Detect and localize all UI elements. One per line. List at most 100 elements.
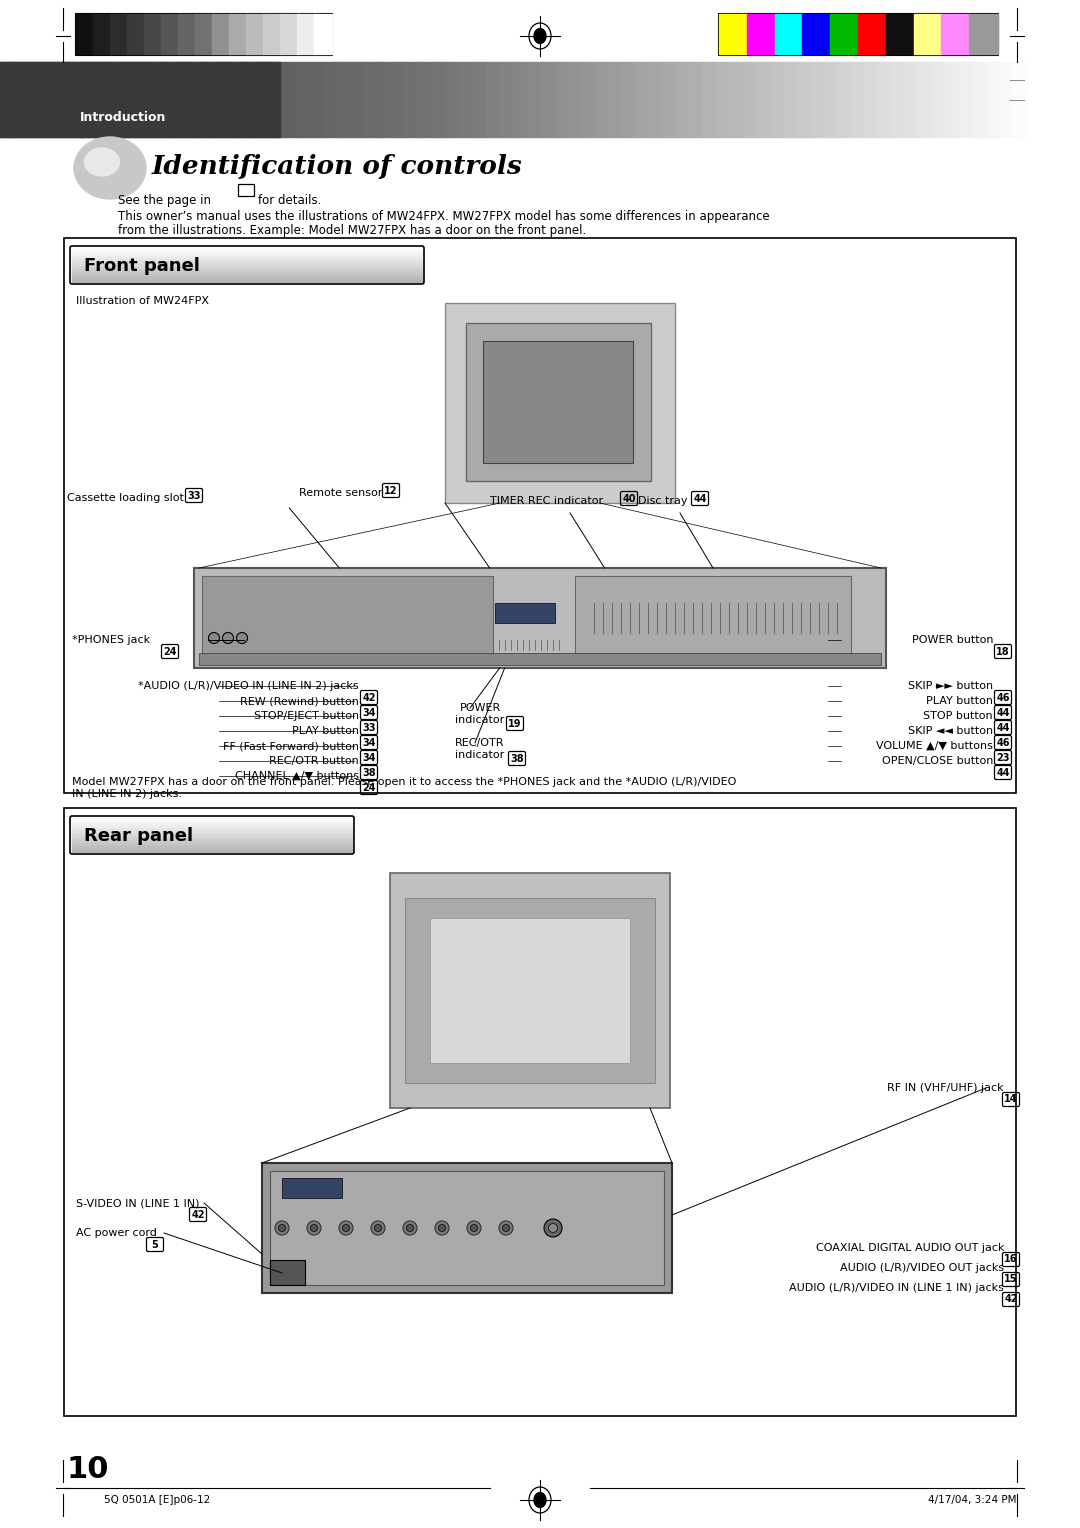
Text: STOP button: STOP button (923, 711, 993, 721)
Text: Rear panel: Rear panel (84, 827, 193, 845)
Text: for details.: for details. (258, 194, 322, 206)
Text: AUDIO (L/R)/VIDEO OUT jacks: AUDIO (L/R)/VIDEO OUT jacks (840, 1264, 1004, 1273)
Bar (270, 1261, 305, 1285)
Ellipse shape (307, 1221, 321, 1235)
Bar (72, 850, 352, 853)
Text: *AUDIO (L/R)/VIDEO IN (LINE IN 2) jacks: *AUDIO (L/R)/VIDEO IN (LINE IN 2) jacks (138, 681, 359, 691)
Text: 14: 14 (1004, 1094, 1017, 1105)
Text: AUDIO (L/R)/VIDEO IN (LINE 1 IN) jacks: AUDIO (L/R)/VIDEO IN (LINE 1 IN) jacks (789, 1284, 1004, 1293)
Ellipse shape (208, 633, 219, 643)
Bar (243, 63, 257, 138)
Bar (72, 280, 422, 283)
Ellipse shape (342, 1224, 350, 1232)
Bar (810, 63, 824, 138)
Bar (144, 14, 162, 53)
Bar (575, 576, 851, 660)
Ellipse shape (375, 1224, 381, 1232)
Bar (199, 652, 881, 665)
Bar (886, 14, 914, 53)
Bar (284, 63, 298, 138)
Bar (969, 14, 998, 53)
Bar (108, 63, 122, 138)
Bar (229, 14, 246, 53)
Text: IN (LINE IN 2) jacks.: IN (LINE IN 2) jacks. (72, 788, 183, 799)
Text: POWER button: POWER button (912, 636, 993, 645)
Bar (72, 840, 352, 843)
Text: *PHONES jack: *PHONES jack (72, 636, 150, 645)
Bar (72, 258, 422, 261)
Bar (72, 264, 422, 267)
Bar (891, 63, 905, 138)
Text: indicator: indicator (456, 750, 504, 759)
Text: Model MW27FPX has a door on the front panel. Please open it to access the *PHONE: Model MW27FPX has a door on the front pa… (72, 778, 737, 787)
Bar (72, 825, 352, 828)
Text: See the page in: See the page in (118, 194, 211, 206)
Bar (465, 322, 651, 481)
Ellipse shape (435, 1221, 449, 1235)
Bar (176, 63, 190, 138)
Ellipse shape (502, 1224, 510, 1232)
Text: 24: 24 (163, 646, 177, 657)
Text: indicator: indicator (456, 715, 504, 724)
Bar (851, 63, 865, 138)
Text: REC/OTR: REC/OTR (456, 738, 504, 749)
Ellipse shape (471, 1224, 477, 1232)
Ellipse shape (406, 1224, 414, 1232)
Bar (430, 918, 630, 1063)
Text: 44: 44 (996, 767, 1010, 778)
Bar (365, 63, 379, 138)
Text: 34: 34 (362, 752, 376, 762)
Ellipse shape (534, 29, 546, 43)
Bar (297, 63, 311, 138)
Bar (297, 14, 314, 53)
Ellipse shape (549, 1224, 557, 1233)
Text: CHANNEL ▲/▼ buttons: CHANNEL ▲/▼ buttons (235, 772, 359, 781)
Bar (72, 255, 422, 258)
Bar (648, 63, 662, 138)
Text: 34: 34 (362, 707, 376, 718)
Text: Front panel: Front panel (84, 257, 200, 275)
Bar (932, 63, 946, 138)
Bar (743, 63, 757, 138)
Bar (72, 252, 422, 255)
Text: Identification of controls: Identification of controls (152, 153, 523, 179)
Text: PLAY button: PLAY button (926, 695, 993, 706)
Bar (72, 270, 422, 274)
Bar (1067, 63, 1080, 138)
Text: 42: 42 (362, 692, 376, 703)
Bar (324, 63, 338, 138)
Text: from the illustrations. Example: Model MW27FPX has a door on the front panel.: from the illustrations. Example: Model M… (118, 225, 586, 237)
Bar (72, 263, 422, 264)
Text: 12: 12 (384, 486, 397, 495)
Bar (718, 14, 998, 55)
Bar (72, 824, 352, 827)
Ellipse shape (311, 1224, 318, 1232)
Text: 4/17/04, 3:24 PM: 4/17/04, 3:24 PM (928, 1494, 1016, 1505)
Text: POWER: POWER (459, 703, 501, 714)
Bar (972, 63, 986, 138)
Text: 46: 46 (996, 692, 1010, 703)
Bar (246, 14, 264, 53)
Text: 10: 10 (534, 1494, 546, 1505)
Bar (390, 872, 670, 1108)
Bar (270, 1170, 664, 1285)
Text: SKIP ►► button: SKIP ►► button (908, 681, 993, 691)
Bar (459, 63, 473, 138)
Bar (68, 63, 82, 138)
Text: 10: 10 (66, 1456, 108, 1485)
Bar (314, 14, 332, 53)
Ellipse shape (403, 1221, 417, 1235)
Text: 24: 24 (362, 782, 376, 793)
Bar (351, 63, 365, 138)
Text: 38: 38 (362, 767, 376, 778)
Text: Disc tray: Disc tray (638, 497, 688, 506)
Bar (513, 63, 527, 138)
Bar (918, 63, 932, 138)
Bar (27, 63, 41, 138)
Bar (446, 63, 460, 138)
Text: 34: 34 (362, 738, 376, 747)
Bar (195, 14, 213, 53)
Bar (959, 63, 973, 138)
Ellipse shape (84, 148, 120, 176)
Bar (594, 63, 608, 138)
